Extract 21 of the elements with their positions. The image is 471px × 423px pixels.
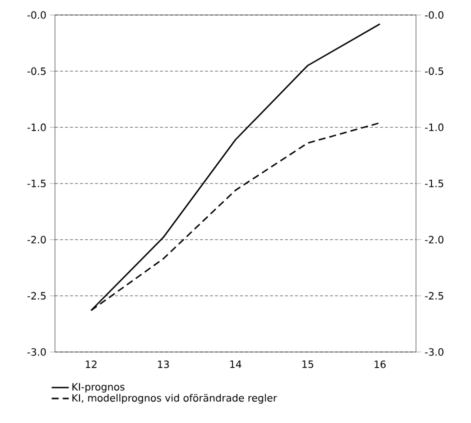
x-tick-label: 12	[86, 360, 96, 368]
x-tick-label: 14	[230, 360, 242, 368]
y2-tick-label: -2.0	[27, 236, 46, 244]
y-tick-label: -1.0	[425, 124, 444, 132]
y2-tick-label: -0.0	[27, 11, 46, 19]
y-tick-label: -1.5	[425, 180, 444, 188]
y-tick-label: -2.5	[425, 292, 444, 300]
x-tick-label: 13	[158, 360, 169, 368]
y-tick-label: -0.0	[425, 11, 444, 19]
x-tick-label: 16	[374, 360, 386, 368]
legend-label: KI, modellprognos vid oförändrade regler	[72, 394, 278, 404]
y2-tick-label: -1.5	[27, 180, 46, 188]
y-tick-label: -0.5	[425, 67, 444, 75]
x-tick-label: 15	[302, 360, 314, 368]
y2-tick-label: -1.0	[27, 124, 46, 132]
y-tick-label: -3.0	[425, 348, 444, 356]
legend-label: KI-prognos	[72, 383, 124, 393]
y2-tick-label: -0.5	[27, 67, 46, 75]
y2-tick-label: -3.0	[27, 348, 46, 356]
y-tick-label: -2.0	[425, 236, 444, 244]
y2-tick-label: -2.5	[27, 292, 46, 300]
